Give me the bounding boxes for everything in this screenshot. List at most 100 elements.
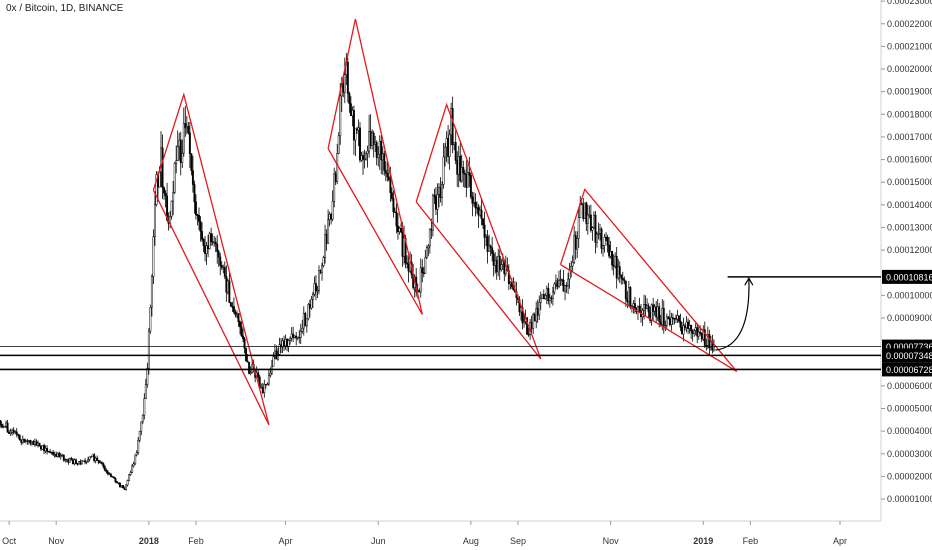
candle-body xyxy=(210,233,213,242)
candle xyxy=(460,154,463,183)
candle xyxy=(134,454,137,466)
candle-body xyxy=(17,434,20,436)
candle-body xyxy=(430,228,433,231)
candle xyxy=(322,255,325,268)
candle xyxy=(21,435,24,445)
candle xyxy=(229,302,232,307)
candle xyxy=(678,315,680,323)
candle-body xyxy=(643,304,645,311)
candle-body xyxy=(272,356,275,367)
candle-body xyxy=(78,461,80,465)
projection-arrow[interactable] xyxy=(715,278,750,351)
candle-body xyxy=(457,155,460,175)
candle-body xyxy=(147,330,150,369)
candle-body xyxy=(296,336,299,339)
wedge-pattern-wedge-4[interactable] xyxy=(559,188,738,372)
candle-body xyxy=(441,184,443,198)
candle xyxy=(589,204,592,233)
candle-body xyxy=(134,454,137,465)
candle-body xyxy=(451,108,454,146)
candle-body xyxy=(325,234,328,244)
wedge-pattern-wedge-3[interactable] xyxy=(415,102,542,360)
candle xyxy=(691,329,694,342)
candle-body xyxy=(29,440,32,444)
candle-body xyxy=(351,110,354,116)
candle-body xyxy=(109,473,112,477)
candle-body xyxy=(671,317,674,319)
candle-body xyxy=(179,139,182,163)
candle-body xyxy=(178,139,181,147)
price-badge xyxy=(882,269,932,284)
candle-body xyxy=(138,430,141,441)
candle-body xyxy=(49,451,52,453)
candle-body xyxy=(491,247,494,254)
time-tick-label: Apr xyxy=(833,536,847,546)
candle xyxy=(662,300,665,334)
price-tick-label: 0.00006000 xyxy=(887,381,932,391)
wedge-pattern-wedge-2[interactable] xyxy=(327,18,423,315)
candle xyxy=(425,245,428,260)
candle-body xyxy=(205,245,208,254)
candle xyxy=(356,126,358,135)
candle-body xyxy=(56,452,59,457)
candle xyxy=(296,336,299,341)
candle xyxy=(141,414,144,425)
candle-body xyxy=(535,308,538,322)
candle-body xyxy=(321,265,323,273)
candle-body xyxy=(213,241,216,244)
candle xyxy=(150,274,153,317)
candle xyxy=(117,482,120,485)
candle xyxy=(64,458,67,463)
candle xyxy=(424,249,427,274)
candle-body xyxy=(378,140,381,155)
candle xyxy=(111,475,114,478)
candle xyxy=(419,258,422,298)
candle xyxy=(550,295,553,304)
candle xyxy=(390,187,393,201)
candle-body xyxy=(126,480,129,486)
time-tick-label: Oct xyxy=(2,536,17,546)
candle-body xyxy=(538,302,541,316)
candle-body xyxy=(114,478,117,482)
candle xyxy=(703,321,706,349)
candle xyxy=(146,362,149,388)
candle xyxy=(694,322,697,336)
candle-body xyxy=(64,459,67,461)
candle-body xyxy=(354,128,357,141)
candle-body xyxy=(541,294,544,299)
candle xyxy=(0,420,1,429)
wedge-pattern-wedge-1[interactable] xyxy=(152,92,270,426)
candle-body xyxy=(310,298,313,309)
candle-body xyxy=(318,270,320,291)
candle-body xyxy=(551,291,554,299)
candle xyxy=(123,486,126,490)
candle-body xyxy=(558,279,560,287)
candle-body xyxy=(565,285,568,287)
candle xyxy=(568,262,571,289)
candle-body xyxy=(501,260,504,265)
candle xyxy=(649,306,652,324)
candle xyxy=(354,128,357,157)
candle-body xyxy=(204,245,207,254)
candle-body xyxy=(38,442,41,447)
candle xyxy=(207,234,210,258)
candle xyxy=(474,193,477,217)
candle-body xyxy=(687,321,690,329)
candle-body xyxy=(100,461,103,464)
candle xyxy=(380,135,383,175)
candle xyxy=(17,433,20,439)
candle xyxy=(492,250,495,277)
candle-body xyxy=(324,234,327,258)
candle xyxy=(371,129,374,150)
candle xyxy=(705,338,708,351)
candle-body xyxy=(456,160,459,175)
candle xyxy=(681,321,683,335)
candle xyxy=(685,316,688,333)
candle xyxy=(602,245,604,257)
candle-body xyxy=(582,204,585,219)
price-tick-label: 0.00015000 xyxy=(887,177,932,187)
candle-body xyxy=(532,314,535,329)
candle xyxy=(301,319,304,334)
candle-body xyxy=(442,156,445,185)
